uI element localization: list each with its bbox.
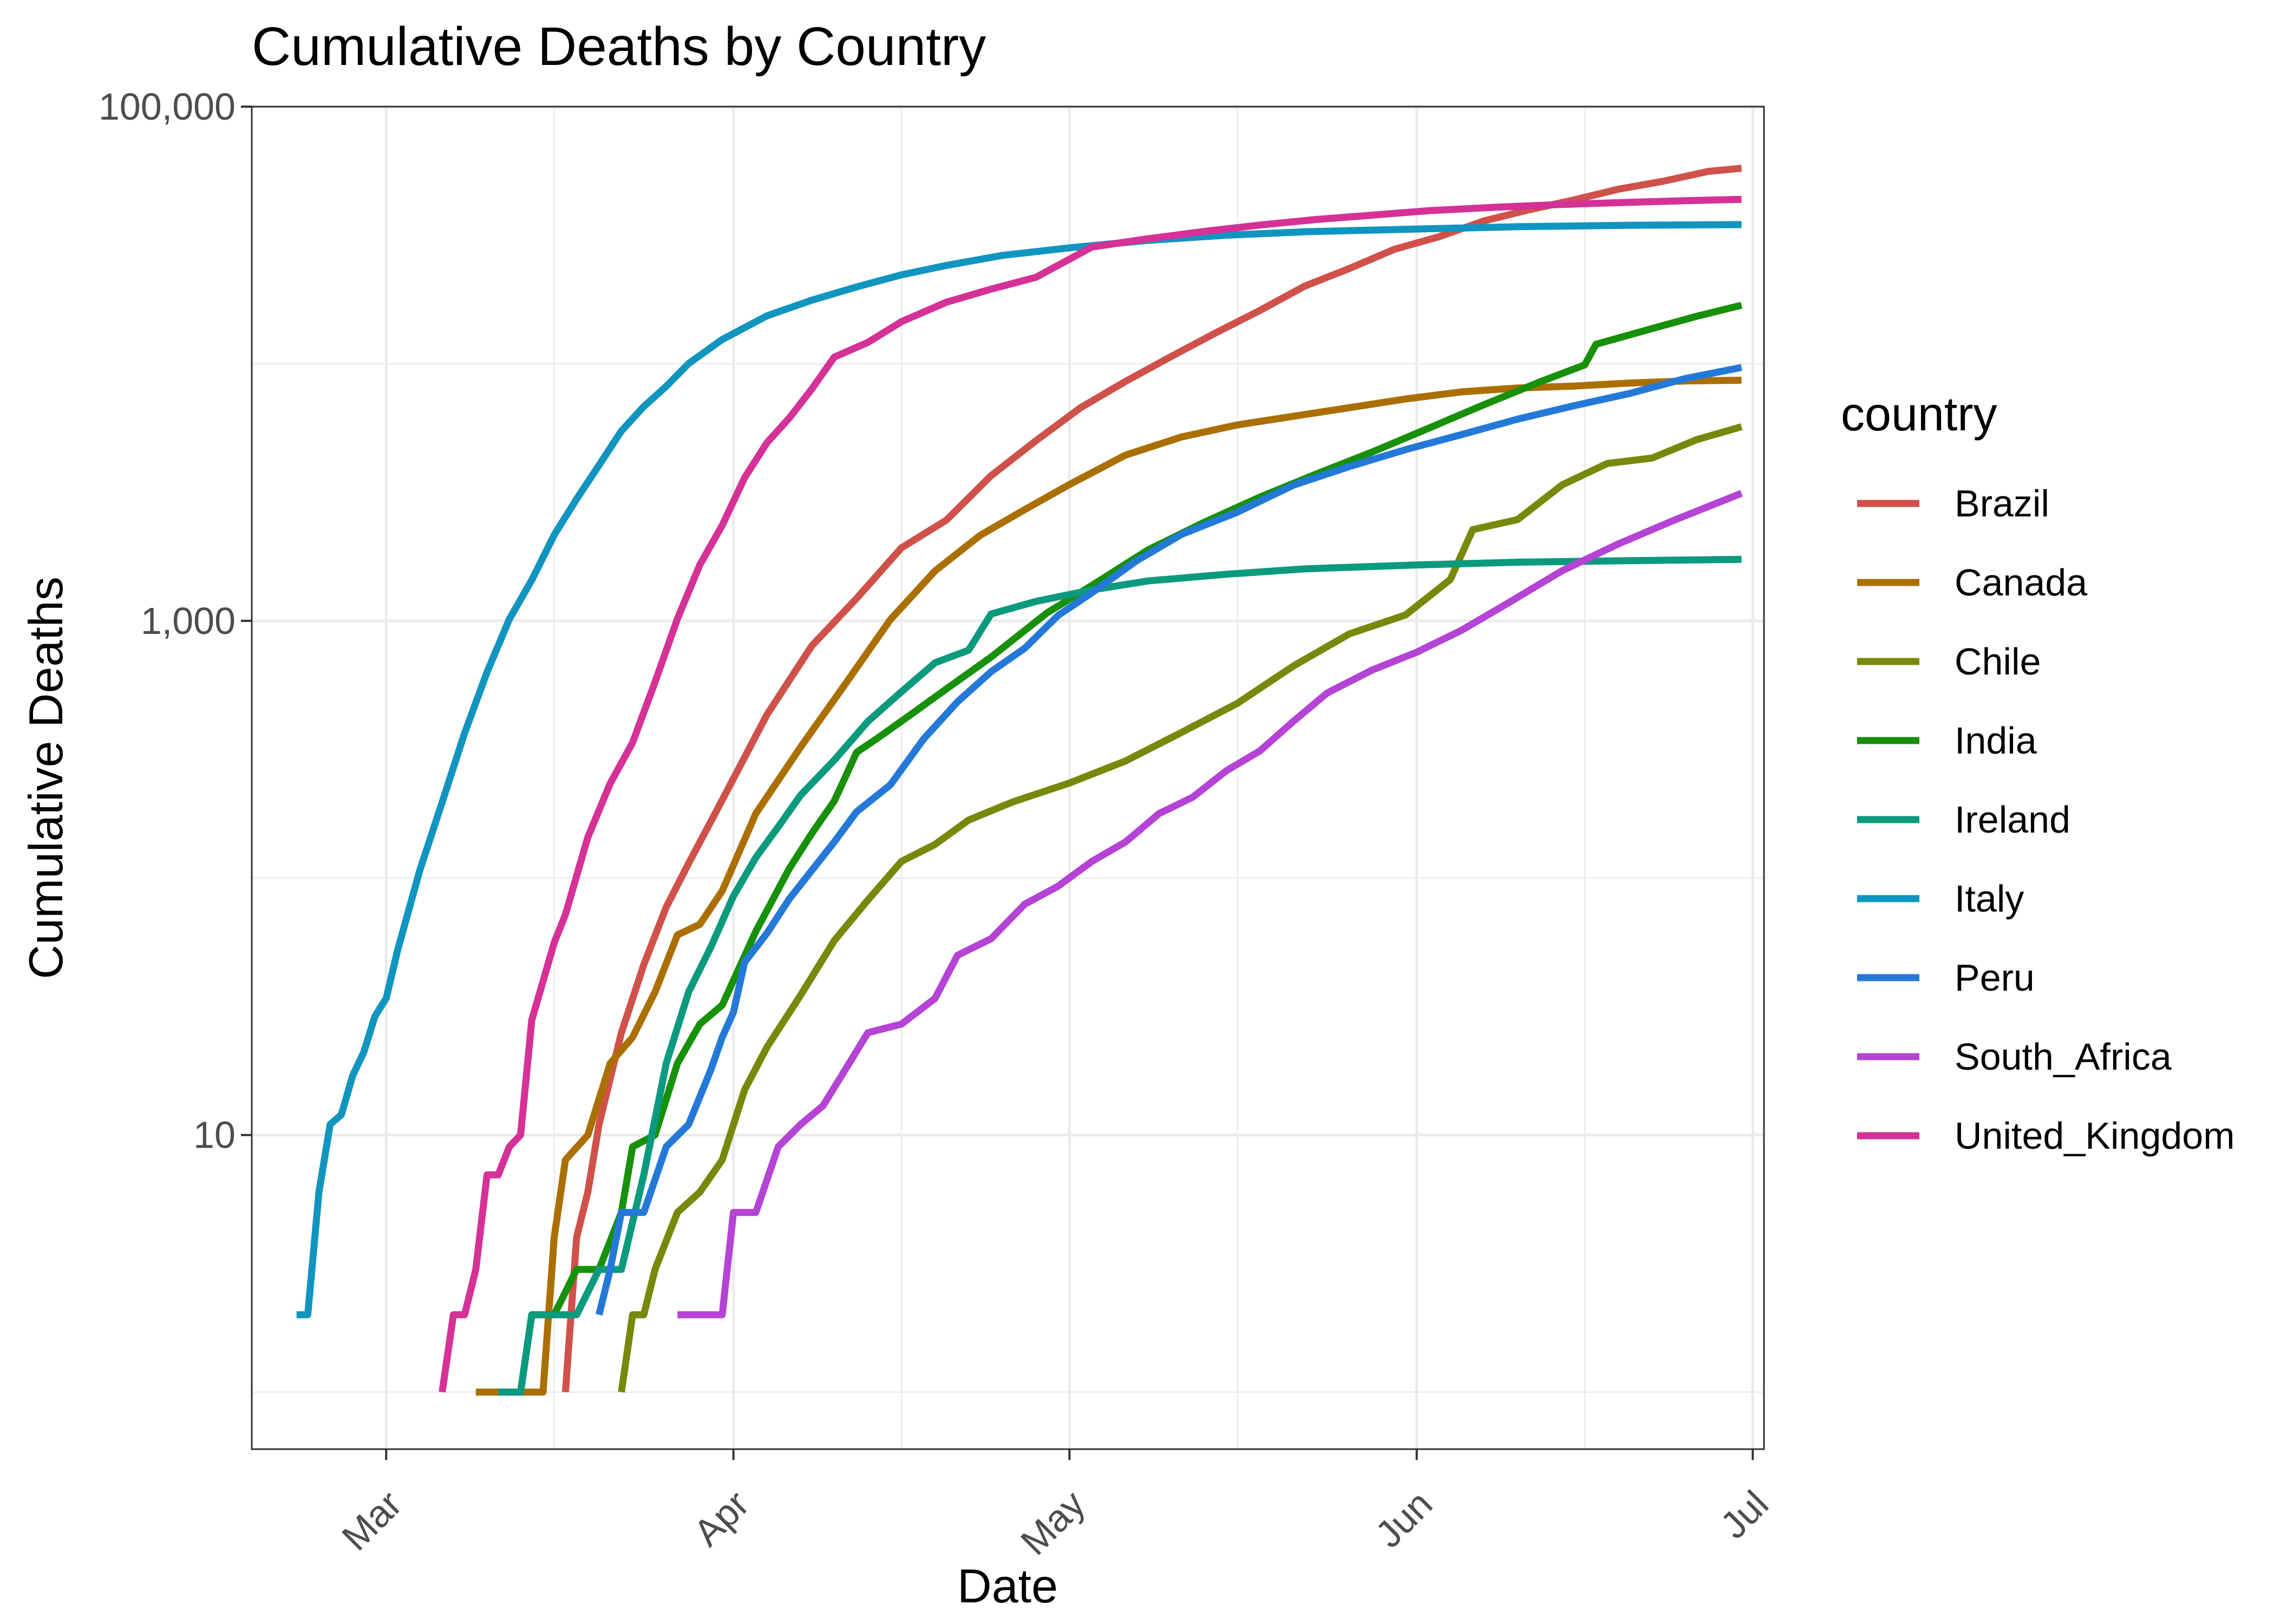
series-line-india [517, 302, 1743, 1393]
series-line-canada [475, 376, 1742, 1396]
legend-item-ireland: Ireland [1857, 798, 2070, 841]
legend-item-canada: Canada [1857, 561, 2087, 604]
series-line-ireland [498, 555, 1742, 1396]
legend: country Brazil Canada Chile India Ireland Ita… [1841, 387, 2235, 1157]
y-axis: 10 1,000 100,000 [99, 86, 252, 1156]
legend-items: Brazil Canada Chile India Ireland Italy Peru So… [1857, 482, 2235, 1157]
legend-item-chile: Chile [1857, 640, 2041, 683]
legend-label-united-kingdom: United_Kingdom [1955, 1115, 2235, 1157]
legend-item-peru: Peru [1857, 957, 2035, 999]
legend-item-united-kingdom: United_Kingdom [1857, 1115, 2235, 1157]
series-line-brazil [561, 165, 1742, 1393]
plot-panel [252, 107, 1764, 1449]
legend-item-brazil: Brazil [1857, 482, 2049, 525]
y-tick-label: 10 [193, 1114, 236, 1156]
legend-label-canada: Canada [1955, 561, 2087, 604]
series-line-chile [618, 423, 1743, 1393]
x-axis-title: Date [957, 1559, 1058, 1613]
legend-item-south-africa: South_Africa [1857, 1036, 2172, 1078]
legend-label-ireland: Ireland [1955, 798, 2070, 841]
legend-item-india: India [1857, 719, 2037, 762]
legend-label-india: India [1955, 719, 2037, 762]
legend-item-italy: Italy [1857, 878, 2024, 920]
series-line-united-kingdom [439, 195, 1742, 1393]
legend-label-italy: Italy [1955, 878, 2024, 920]
plot-border [251, 106, 1765, 1450]
plot-area [251, 105, 1765, 1450]
series-line-peru [596, 364, 1742, 1316]
chart-title: Cumulative Deaths by Country [252, 16, 986, 77]
y-tick-label: 1,000 [141, 600, 236, 642]
series-line-south-africa [677, 490, 1743, 1319]
legend-label-south-africa: South_Africa [1955, 1036, 2172, 1078]
series-layer [296, 165, 1743, 1396]
y-axis-title: Cumulative Deaths [19, 577, 73, 979]
y-tick-label: 100,000 [99, 86, 236, 128]
legend-title: country [1841, 387, 1997, 441]
legend-label-chile: Chile [1955, 640, 2041, 683]
legend-label-brazil: Brazil [1955, 482, 2049, 525]
legend-label-peru: Peru [1955, 957, 2035, 999]
